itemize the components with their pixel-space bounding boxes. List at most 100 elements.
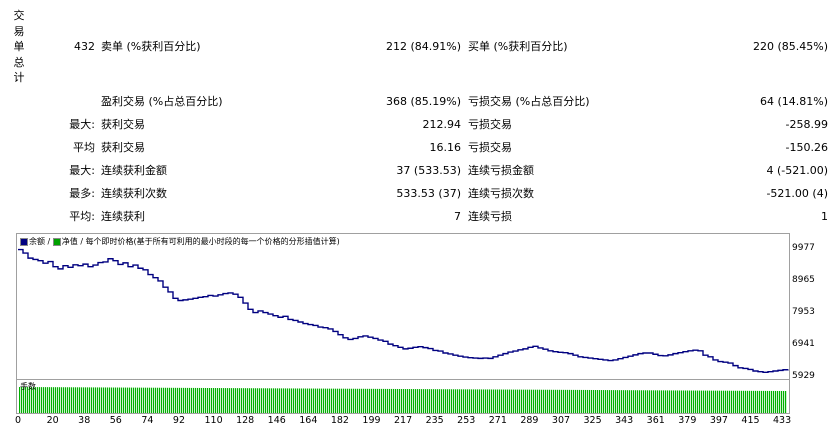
volume-bar <box>243 388 245 413</box>
volume-bar <box>93 387 95 413</box>
row-label: 连续获利金额 <box>101 164 167 177</box>
volume-bar <box>67 387 69 413</box>
volume-bar <box>393 388 395 413</box>
x-tick-label: 271 <box>488 415 507 426</box>
volume-bar <box>485 389 487 413</box>
volume-bar <box>663 390 665 413</box>
volume-bar <box>163 387 165 413</box>
volume-bar <box>471 389 473 413</box>
volume-bar <box>279 388 281 413</box>
row-label: 获利交易 <box>101 118 145 131</box>
volume-bar <box>427 389 429 413</box>
x-tick-label: 110 <box>204 415 223 426</box>
volume-bar <box>343 388 345 413</box>
volume-bar <box>465 389 467 413</box>
volume-bar <box>257 388 259 413</box>
x-tick-label: 343 <box>615 415 634 426</box>
volume-bar <box>531 389 533 413</box>
volume-bar <box>349 388 351 413</box>
equity-swatch-icon <box>52 237 61 246</box>
volume-bar <box>369 388 371 413</box>
volume-bar <box>509 389 511 413</box>
volume-bar <box>173 387 175 413</box>
volume-bar <box>651 390 653 413</box>
volume-bar <box>155 387 157 413</box>
volume-bar <box>371 388 373 413</box>
volume-bar <box>507 389 509 413</box>
volume-bar <box>161 387 163 413</box>
volume-bar <box>607 390 609 413</box>
row-value-secondary: 4 (-521.00) <box>766 164 828 177</box>
volume-bar <box>679 390 681 413</box>
volume-bar <box>261 388 263 413</box>
volume-bar <box>97 387 99 413</box>
volume-bar <box>397 388 399 413</box>
volume-bar <box>157 387 159 413</box>
volume-bar <box>175 387 177 413</box>
volume-bar <box>147 387 149 413</box>
volume-bar <box>539 389 541 413</box>
volume-bar <box>141 387 143 413</box>
volume-bar <box>753 390 755 413</box>
x-tick-label: 56 <box>109 415 122 426</box>
volume-bar <box>747 390 749 413</box>
volume-bar <box>297 388 299 413</box>
volume-bar <box>227 388 229 413</box>
volume-bar <box>685 390 687 413</box>
row-value-secondary: 64 (14.81%) <box>759 95 828 108</box>
row-label-secondary: 连续亏损 <box>468 210 512 223</box>
volume-bar <box>375 388 377 413</box>
volume-bar <box>107 387 109 413</box>
volume-bar <box>129 387 131 413</box>
volume-bar <box>491 389 493 413</box>
volume-bar <box>47 387 49 413</box>
volume-bar <box>291 388 293 413</box>
volume-bar <box>749 390 751 413</box>
volume-bar <box>335 388 337 413</box>
x-tick-label: 92 <box>172 415 185 426</box>
volume-bar <box>193 387 195 413</box>
volume-bar <box>689 390 691 413</box>
volume-label: 手数 <box>20 382 36 391</box>
volume-bar <box>325 388 327 413</box>
volume-bar <box>95 387 97 413</box>
volume-bar <box>403 389 405 413</box>
volume-bar <box>399 388 401 413</box>
volume-bar <box>773 390 775 413</box>
volume-bar <box>659 390 661 413</box>
x-tick-label: 253 <box>457 415 476 426</box>
volume-bar <box>547 389 549 413</box>
row-prefix: 平均 <box>73 141 95 154</box>
volume-bar <box>703 390 705 413</box>
volume-bar <box>415 389 417 413</box>
volume-bar <box>71 387 73 413</box>
volume-bars <box>19 387 787 413</box>
x-tick-label: 182 <box>330 415 349 426</box>
x-tick-label: 289 <box>520 415 539 426</box>
volume-bar <box>89 387 91 413</box>
volume-bar <box>517 389 519 413</box>
volume-bar <box>431 389 433 413</box>
volume-bar <box>101 387 103 413</box>
volume-bar <box>503 389 505 413</box>
volume-bar <box>29 387 31 413</box>
volume-bar <box>675 390 677 413</box>
row-value: 212 (84.91%) <box>385 40 461 53</box>
row-value: 16.16 <box>429 141 462 154</box>
volume-bar <box>761 390 763 413</box>
row-value-secondary: 220 (85.45%) <box>752 40 828 53</box>
volume-bar <box>185 387 187 413</box>
volume-bar <box>115 387 117 413</box>
volume-bar <box>75 387 77 413</box>
volume-bar <box>499 389 501 413</box>
volume-bar <box>249 388 251 413</box>
volume-bar <box>255 388 257 413</box>
volume-bar <box>523 389 525 413</box>
volume-bar <box>653 390 655 413</box>
volume-bar <box>117 387 119 413</box>
volume-bar <box>647 390 649 413</box>
row-value: 212.94 <box>422 118 462 131</box>
volume-bar <box>187 387 189 413</box>
volume-bar <box>329 388 331 413</box>
volume-bar <box>87 387 89 413</box>
